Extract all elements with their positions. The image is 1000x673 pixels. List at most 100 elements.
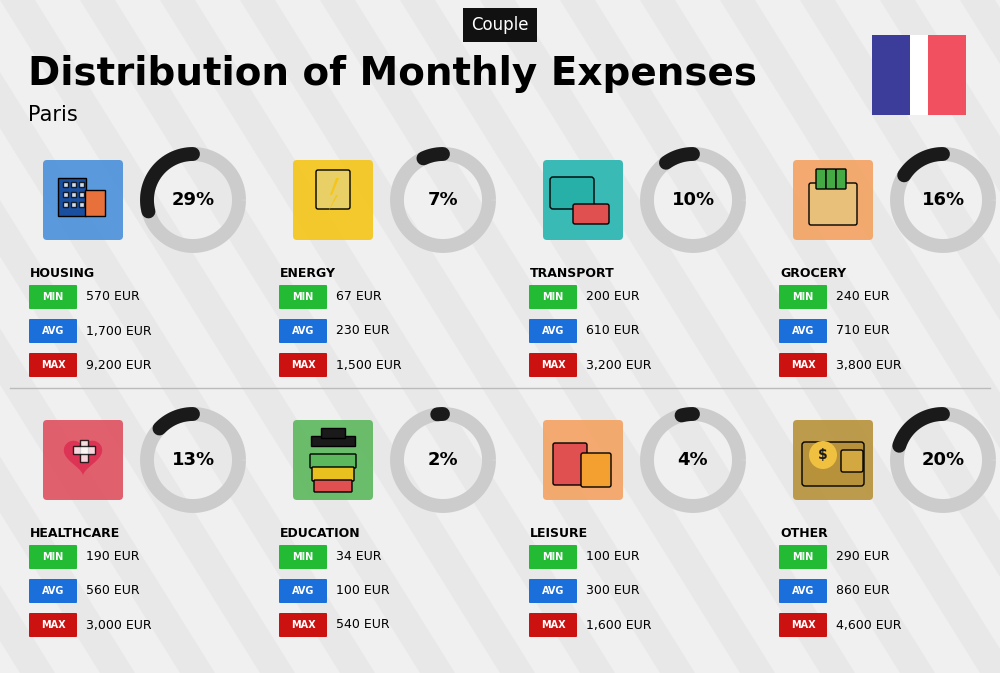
FancyBboxPatch shape [779, 285, 827, 309]
Polygon shape [320, 0, 775, 673]
Text: AVG: AVG [542, 586, 564, 596]
Text: 300 EUR: 300 EUR [586, 584, 640, 598]
Text: AVG: AVG [292, 586, 314, 596]
Text: EDUCATION: EDUCATION [280, 527, 361, 540]
Polygon shape [880, 0, 1000, 673]
Text: 570 EUR: 570 EUR [86, 291, 140, 304]
Polygon shape [560, 0, 1000, 673]
Polygon shape [0, 0, 455, 673]
FancyBboxPatch shape [321, 428, 345, 438]
Text: 230 EUR: 230 EUR [336, 324, 390, 337]
FancyBboxPatch shape [529, 613, 577, 637]
FancyBboxPatch shape [63, 202, 68, 207]
Text: 16%: 16% [921, 191, 965, 209]
Polygon shape [480, 0, 935, 673]
Text: 290 EUR: 290 EUR [836, 551, 890, 563]
Polygon shape [160, 0, 615, 673]
FancyBboxPatch shape [71, 192, 76, 197]
FancyBboxPatch shape [314, 480, 352, 492]
FancyBboxPatch shape [293, 420, 373, 500]
FancyBboxPatch shape [279, 285, 327, 309]
Text: ENERGY: ENERGY [280, 267, 336, 280]
Text: MIN: MIN [542, 552, 564, 562]
FancyBboxPatch shape [71, 202, 76, 207]
FancyBboxPatch shape [529, 353, 577, 377]
Text: 10%: 10% [671, 191, 715, 209]
Text: 9,200 EUR: 9,200 EUR [86, 359, 152, 371]
FancyBboxPatch shape [543, 420, 623, 500]
FancyBboxPatch shape [816, 169, 826, 189]
Text: AVG: AVG [292, 326, 314, 336]
FancyBboxPatch shape [872, 35, 960, 115]
Text: MAX: MAX [791, 620, 815, 630]
Text: AVG: AVG [42, 326, 64, 336]
FancyBboxPatch shape [79, 202, 84, 207]
Polygon shape [0, 0, 295, 673]
Text: AVG: AVG [792, 586, 814, 596]
FancyBboxPatch shape [29, 613, 77, 637]
FancyBboxPatch shape [529, 285, 577, 309]
FancyBboxPatch shape [85, 190, 105, 216]
Text: 100 EUR: 100 EUR [336, 584, 390, 598]
FancyBboxPatch shape [43, 420, 123, 500]
Text: 240 EUR: 240 EUR [836, 291, 890, 304]
FancyBboxPatch shape [928, 35, 966, 115]
FancyBboxPatch shape [779, 545, 827, 569]
Text: $: $ [818, 448, 828, 462]
FancyBboxPatch shape [543, 160, 623, 240]
FancyBboxPatch shape [71, 182, 76, 187]
Text: TRANSPORT: TRANSPORT [530, 267, 615, 280]
FancyBboxPatch shape [29, 545, 77, 569]
Polygon shape [0, 0, 375, 673]
FancyBboxPatch shape [63, 192, 68, 197]
FancyBboxPatch shape [779, 353, 827, 377]
FancyBboxPatch shape [581, 453, 611, 487]
Text: 7%: 7% [428, 191, 458, 209]
FancyBboxPatch shape [80, 440, 88, 462]
Text: 190 EUR: 190 EUR [86, 551, 140, 563]
Text: Distribution of Monthly Expenses: Distribution of Monthly Expenses [28, 55, 757, 93]
Text: 560 EUR: 560 EUR [86, 584, 140, 598]
Polygon shape [640, 0, 1000, 673]
Text: 13%: 13% [171, 451, 215, 469]
Text: Paris: Paris [28, 105, 78, 125]
Circle shape [809, 441, 837, 469]
FancyBboxPatch shape [872, 35, 910, 115]
Text: 2%: 2% [428, 451, 458, 469]
Polygon shape [240, 0, 695, 673]
Text: 710 EUR: 710 EUR [836, 324, 890, 337]
Polygon shape [64, 441, 102, 475]
FancyBboxPatch shape [779, 613, 827, 637]
Text: MAX: MAX [41, 620, 65, 630]
Text: 1,600 EUR: 1,600 EUR [586, 618, 652, 631]
Polygon shape [720, 0, 1000, 673]
Text: AVG: AVG [42, 586, 64, 596]
FancyBboxPatch shape [79, 182, 84, 187]
FancyBboxPatch shape [58, 178, 86, 216]
Text: 4,600 EUR: 4,600 EUR [836, 618, 902, 631]
FancyBboxPatch shape [836, 169, 846, 189]
FancyBboxPatch shape [29, 579, 77, 603]
Text: MIN: MIN [792, 552, 814, 562]
Polygon shape [80, 0, 535, 673]
Text: GROCERY: GROCERY [780, 267, 846, 280]
Text: 67 EUR: 67 EUR [336, 291, 382, 304]
Text: MIN: MIN [792, 292, 814, 302]
Text: HOUSING: HOUSING [30, 267, 95, 280]
Text: LEISURE: LEISURE [530, 527, 588, 540]
FancyBboxPatch shape [529, 579, 577, 603]
FancyBboxPatch shape [279, 319, 327, 343]
FancyBboxPatch shape [29, 353, 77, 377]
FancyBboxPatch shape [310, 454, 356, 468]
Text: MAX: MAX [791, 360, 815, 370]
FancyBboxPatch shape [279, 353, 327, 377]
FancyBboxPatch shape [279, 579, 327, 603]
Text: 3,000 EUR: 3,000 EUR [86, 618, 152, 631]
Text: Couple: Couple [471, 16, 529, 34]
FancyBboxPatch shape [73, 446, 95, 454]
FancyBboxPatch shape [826, 169, 836, 189]
FancyBboxPatch shape [573, 204, 609, 224]
Text: MIN: MIN [42, 552, 64, 562]
Polygon shape [0, 0, 215, 673]
FancyBboxPatch shape [779, 579, 827, 603]
